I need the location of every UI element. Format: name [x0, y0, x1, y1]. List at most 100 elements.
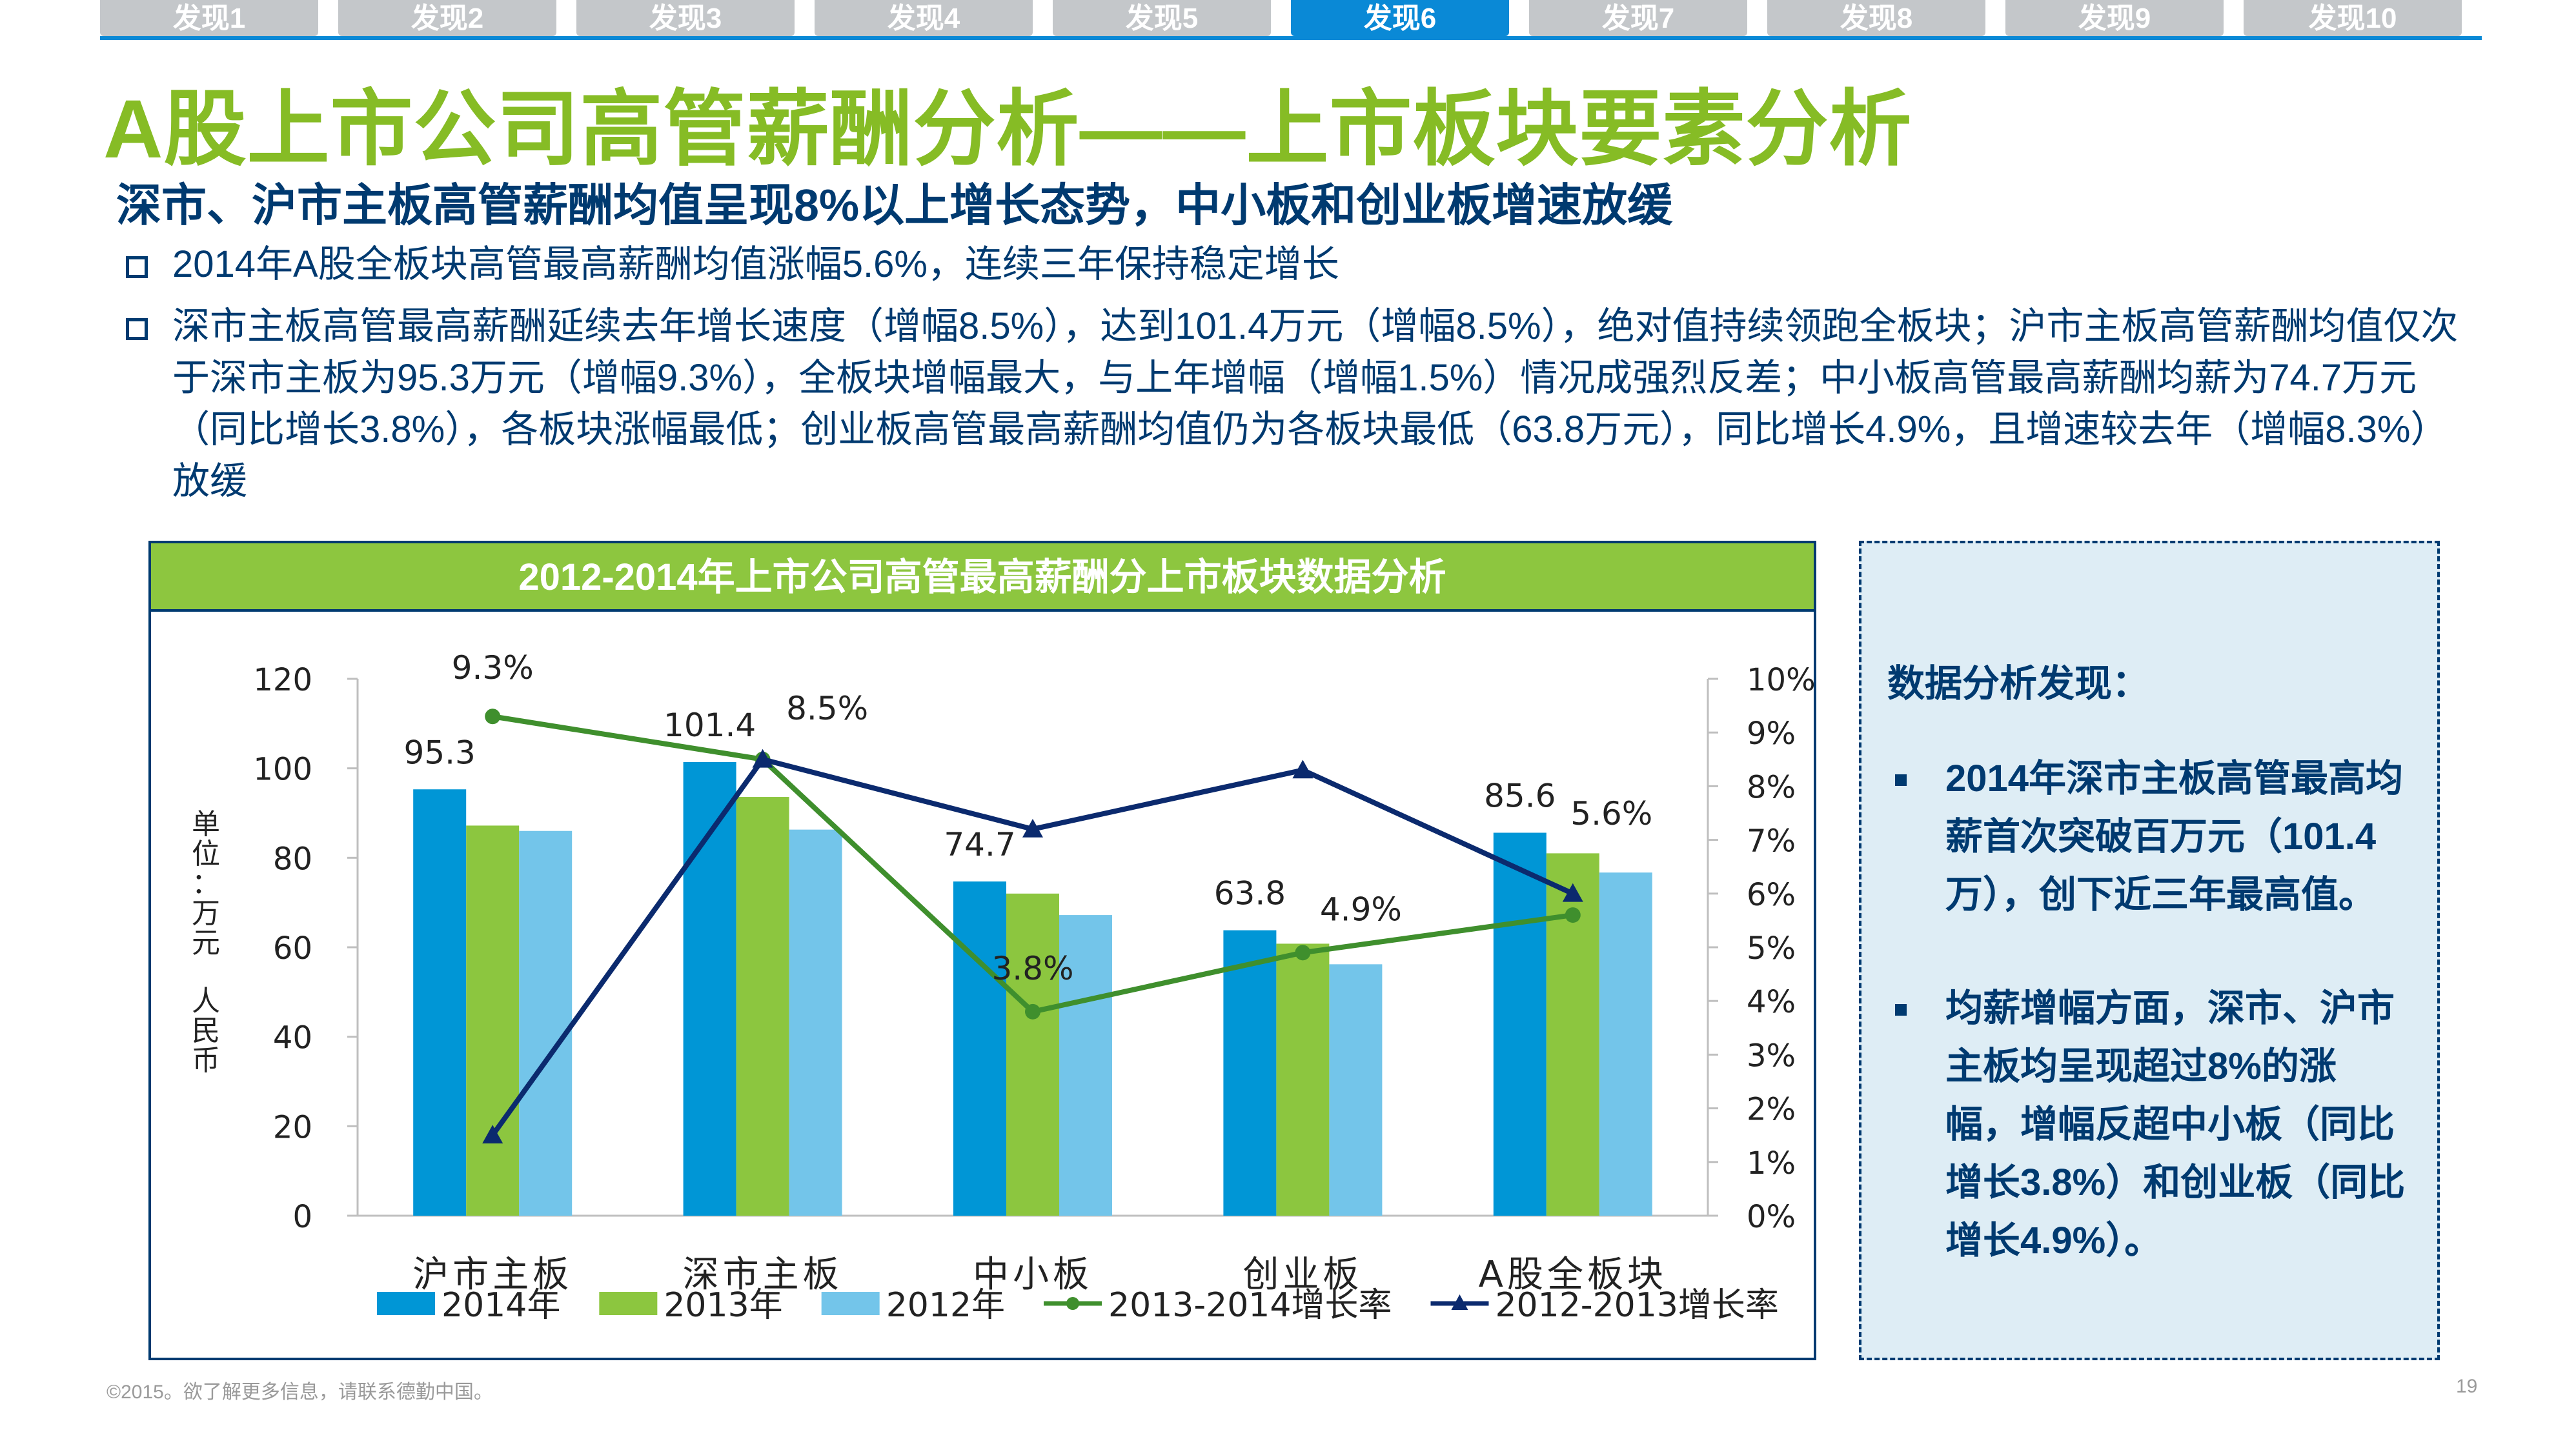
tab-9[interactable]: 发现9 [2005, 0, 2224, 36]
bar-2013年-创业板 [1276, 943, 1330, 1216]
tab-4[interactable]: 发现4 [815, 0, 1033, 36]
bar-2013年-深市主板 [736, 797, 789, 1216]
bar-2014年-A股全板块 [1493, 832, 1547, 1216]
line-data-label: 4.9% [1320, 890, 1402, 928]
bar-2014年-沪市主板 [413, 789, 467, 1216]
legend-label: 2012-2013增长率 [1495, 1286, 1778, 1325]
right-tick-label: 5% [1747, 930, 1796, 967]
finding-text: 2014年深市主板高管最高均薪首次突破百万元（101.4万），创下近三年最高值。 [1945, 758, 2404, 916]
bar-data-label: 101.4 [664, 707, 756, 744]
tab-underline [100, 36, 2482, 40]
bar-2013年-中小板 [1006, 893, 1059, 1216]
chart-panel: 2012-2014年上市公司高管最高薪酬分上市板块数据分析 0 20 40 60 80 1… [148, 541, 1816, 1360]
tab-1[interactable]: 发现1 [100, 0, 318, 36]
right-tick-label: 1% [1747, 1145, 1796, 1182]
right-tick-label: 6% [1747, 877, 1796, 913]
combo-chart: 0 20 40 60 80 100 120 0% 1% 2% 3% 4% 5% 6% 7% 8% 9% 10% 单位… [192, 649, 1814, 1325]
legend-label: 2013-2014增长率 [1108, 1286, 1392, 1325]
finding-text: 均薪增幅方面，深市、沪市主板均呈现超过8%的涨幅，增幅反超中小板（同比增长3.8… [1945, 987, 2406, 1262]
legend-swatch-2013年 [599, 1292, 658, 1315]
left-tick-label: 80 [273, 841, 312, 877]
right-tick-label: 3% [1747, 1038, 1796, 1074]
checkbox-bullet-icon [126, 256, 148, 278]
tab-7[interactable]: 发现7 [1529, 0, 1747, 36]
line-marker-triangle [1292, 759, 1313, 779]
category-label: 深市主板 [683, 1254, 843, 1296]
line-data-label: 5.6% [1570, 795, 1652, 832]
findings-title: 数据分析发现： [1887, 663, 2150, 705]
page-number: 19 [2456, 1376, 2478, 1397]
bar-data-label: 74.7 [944, 826, 1015, 863]
left-tick-label: 60 [273, 930, 312, 967]
right-tick-label: 10% [1747, 662, 1814, 698]
bullet-2: 深市主板高管最高薪酬延续去年增长速度（增幅8.5%），达到101.4万元（增幅8… [126, 301, 2459, 502]
square-bullet-icon [1895, 1004, 1907, 1016]
finding-item-1: 2014年深市主板高管最高均薪首次突破百万元（101.4万），创下近三年最高值。 [1895, 750, 2410, 924]
left-tick-label: 120 [253, 662, 312, 698]
legend-swatch-2014年 [377, 1292, 435, 1315]
right-tick-label: 2% [1747, 1092, 1796, 1128]
legend-swatch-2012年 [821, 1292, 880, 1315]
left-tick-label: 40 [273, 1020, 312, 1056]
tab-2[interactable]: 发现2 [338, 0, 556, 36]
right-tick-label: 4% [1747, 984, 1796, 1020]
square-bullet-icon [1895, 774, 1907, 786]
bar-2014年-创业板 [1223, 930, 1277, 1216]
left-tick-label: 100 [253, 752, 312, 788]
bar-2014年-深市主板 [683, 761, 736, 1216]
category-label: A股全板块 [1479, 1254, 1667, 1296]
tab-8[interactable]: 发现8 [1767, 0, 1985, 36]
category-label: 中小板 [973, 1254, 1093, 1296]
line-data-label: 9.3% [452, 649, 534, 687]
line-marker-circle [1565, 907, 1581, 923]
bar-2012年-A股全板块 [1599, 872, 1652, 1216]
legend-label: 2013年 [664, 1286, 782, 1325]
legend-label: 2012年 [886, 1286, 1005, 1325]
line-marker-triangle [1562, 883, 1583, 902]
bullet-1: 2014年A股全板块高管最高薪酬均值涨幅5.6%，连续三年保持稳定增长 [126, 239, 1339, 290]
tab-6[interactable]: 发现6 [1291, 0, 1509, 36]
right-tick-label: 0% [1747, 1199, 1796, 1235]
bullet-text: 深市主板高管最高薪酬延续去年增长速度（增幅8.5%），达到101.4万元（增幅8… [172, 305, 2459, 502]
checkbox-bullet-icon [126, 318, 148, 340]
category-label: 创业板 [1242, 1254, 1363, 1296]
tab-10[interactable]: 发现10 [2244, 0, 2462, 36]
line-data-label: 8.5% [786, 690, 868, 727]
legend-marker [1066, 1297, 1080, 1310]
bar-data-label: 63.8 [1214, 875, 1286, 912]
bullet-text: 2014年A股全板块高管最高薪酬均值涨幅5.6%，连续三年保持稳定增长 [172, 243, 1339, 285]
bar-data-label: 95.3 [404, 734, 476, 771]
bar-2013年-沪市主板 [466, 825, 520, 1216]
line-marker-triangle [752, 749, 773, 768]
tab-3[interactable]: 发现3 [576, 0, 795, 36]
bar-2012年-中小板 [1059, 915, 1112, 1216]
finding-item-2: 均薪增幅方面，深市、沪市主板均呈现超过8%的涨幅，增幅反超中小板（同比增长3.8… [1895, 980, 2410, 1270]
bar-2014年-中小板 [953, 881, 1006, 1216]
line-marker-circle [1025, 1003, 1040, 1020]
tab-5[interactable]: 发现5 [1053, 0, 1271, 36]
bar-data-label: 85.6 [1484, 778, 1556, 815]
line-marker-triangle [482, 1125, 503, 1143]
left-tick-label: 20 [273, 1109, 312, 1145]
bar-2012年-创业板 [1329, 964, 1383, 1216]
footer-copyright: ©2015。欲了解更多信息，请联系德勤中国。 [106, 1382, 493, 1403]
page-title: A股上市公司高管薪酬分析——上市板块要素分析 [103, 83, 1912, 176]
legend-marker [1451, 1294, 1468, 1310]
line-marker-circle [485, 709, 501, 725]
line-data-label: 3.8% [991, 950, 1073, 987]
left-tick-label: 0 [292, 1199, 312, 1235]
line-marker-triangle [1022, 818, 1043, 838]
legend-label: 2014年 [441, 1286, 560, 1325]
right-tick-label: 8% [1747, 769, 1796, 805]
top-tab-bar: 发现1 发现2 发现3 发现4 发现5 发现6 发现7 发现8 发现9 发现10 [100, 0, 2482, 40]
category-label: 沪市主板 [412, 1254, 573, 1296]
bar-2012年-沪市主板 [519, 830, 573, 1216]
line-marker-circle [1295, 945, 1311, 961]
chart-title: 2012-2014年上市公司高管最高薪酬分上市板块数据分析 [151, 543, 1814, 612]
right-tick-label: 9% [1747, 716, 1796, 752]
page-subtitle: 深市、沪市主板高管薪酬均值呈现8%以上增长态势，中小板和创业板增速放缓 [116, 180, 1673, 230]
findings-panel: 数据分析发现： 2014年深市主板高管最高均薪首次突破百万元（101.4万），创… [1859, 541, 2440, 1360]
y-axis-label: 单位：万元人民币 [192, 808, 220, 1077]
right-tick-label: 7% [1747, 823, 1796, 860]
bar-2012年-深市主板 [789, 829, 842, 1216]
